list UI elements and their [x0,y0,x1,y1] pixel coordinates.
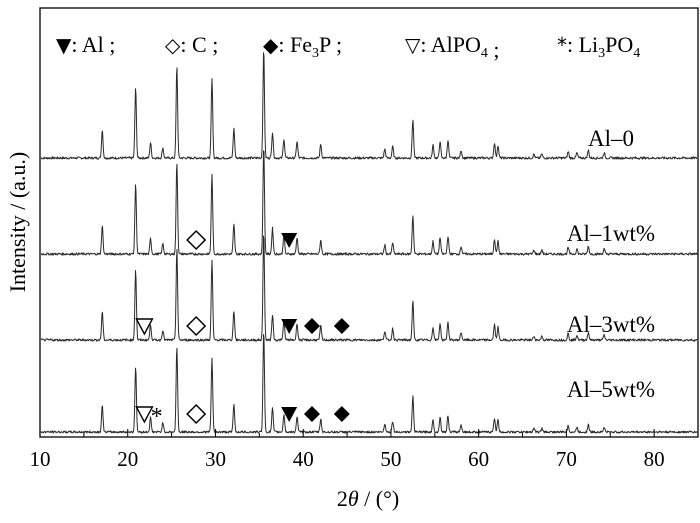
series-label: Al–5wt% [567,377,655,402]
plot-area: Al–0 Al–1wt% Al–3wt% Al–5wt% * [40,52,698,434]
x-tick-label: 80 [644,447,665,471]
x-tick-label: 70 [556,447,577,471]
series-label: Al–1wt% [567,221,655,246]
marker-li3po4: * [151,404,163,430]
series-label: Al–0 [588,126,634,151]
series-label: Al–3wt% [567,312,655,337]
legend: ▼: Al ; ◇: C ; ◆: Fe3P ; ▽: AlPO4 ; *: Li3PO… [56,32,640,62]
x-axis-label: 2θ / (°) [337,486,399,511]
marker-fe3p [333,318,350,334]
spectrum-line [40,334,698,434]
x-axis: 10 20 30 40 50 60 70 80 [30,429,699,471]
legend-item: ▼: Al ; [56,32,115,57]
marker-c [186,403,207,425]
marker-al [281,233,298,248]
marker-fe3p [303,318,320,334]
legend-item: ▽: AlPO4 ; [405,32,500,62]
marker-alpo4 [135,406,154,424]
spectrum-line [40,52,698,160]
spectrum-line [40,150,698,256]
x-tick-label: 10 [30,447,51,471]
legend-item: *: Li3PO4 [557,32,640,61]
x-tick-label: 40 [293,447,314,471]
marker-fe3p [303,406,320,422]
x-tick-label: 60 [468,447,489,471]
marker-c [186,229,207,251]
x-tick-label: 50 [380,447,401,471]
marker-fe3p [333,406,350,422]
marker-c [186,315,207,337]
x-tick-label: 30 [205,447,226,471]
marker-alpo4 [135,318,154,336]
y-axis-label: Intensity / (a.u.) [5,152,30,293]
marker-al [281,407,298,422]
spectrum-line [40,235,698,342]
marker-al [281,319,298,334]
x-tick-label: 20 [117,447,138,471]
plot-frame [39,7,699,438]
legend-item: ◇: C ; [165,32,218,57]
legend-item: ◆: Fe3P ; [263,32,342,61]
